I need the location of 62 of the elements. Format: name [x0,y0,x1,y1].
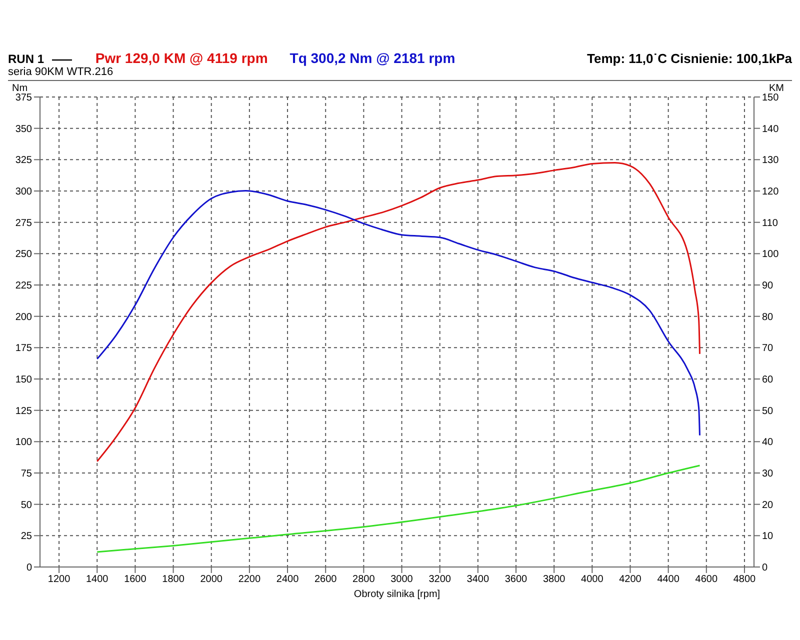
y2-tick-label: 10 [762,531,774,542]
x-tick-label: 1400 [86,574,109,586]
y-tick-label: 175 [15,343,32,354]
text: Pwr 129,0 KM @ 4119 rpm [95,50,268,66]
y-tick-label: 75 [20,468,32,480]
y2-tick-label: 90 [762,280,774,292]
y-tick-label: 100 [15,437,32,448]
y2-tick-label: 50 [762,406,774,417]
y-tick-label: 225 [15,280,32,292]
x-tick-label: 3000 [390,574,414,586]
y2-tick-label: 130 [762,155,780,166]
x-tick-label: 2600 [314,574,338,586]
chart-subtitle: seria 90KM WTR.216 [8,66,792,81]
y-tick-label: 200 [15,312,32,323]
y2-tick-label: 150 [762,92,780,104]
y-tick-label: 325 [15,155,32,166]
y2-tick-label: 0 [762,562,768,574]
y2-tick-label: 70 [762,343,774,354]
x-tick-label: 4000 [581,574,604,586]
y2-tick-label: 80 [762,312,774,323]
x-tick-label: 1600 [124,574,147,586]
x-tick-label: 1200 [48,574,71,586]
x-tick-label: 3400 [466,574,490,586]
x-tick-label: 2400 [276,574,300,586]
x-tick-label: 4800 [733,574,756,586]
y-tick-label: 125 [15,406,32,417]
x-tick-label: 1800 [162,574,185,586]
x-tick-label: 4600 [695,574,718,586]
y-tick-label: 150 [15,374,32,386]
text: Temp: 11,0˙C Cisnienie: 100,1kPa [587,51,792,66]
y2-tick-label: 40 [762,437,774,448]
y-tick-label: 25 [20,531,32,542]
y2-tick-label: 140 [762,124,780,135]
line-series [96,190,700,436]
y2-tick-label: 110 [762,218,778,229]
x-tick-label: 2200 [238,574,261,586]
legend-title: RUN 1 [8,52,46,66]
y-tick-label: 275 [15,218,32,229]
x-tick-label: 2800 [352,574,376,586]
y2-tick-label: 30 [762,468,774,480]
y2-axis-title: KM [769,83,784,94]
y-axis-title: Nm [12,83,28,94]
x-tick-label: 3800 [542,574,566,586]
y2-tick-label: 60 [762,374,774,386]
y-tick-label: 300 [15,186,32,198]
line-series [96,464,700,553]
y-tick-label: 250 [15,249,32,260]
x-tick-label: 3200 [428,574,452,586]
x-tick-label: 4400 [657,574,680,586]
y2-tick-label: 120 [762,186,780,198]
y2-tick-label: 20 [762,500,774,511]
y-tick-label: 0 [26,562,32,574]
text: Tq 300,2 Nm @ 2181 rpm [290,50,456,66]
y-tick-label: 350 [15,124,32,135]
x-axis-title: Obroty silnika [rpm] [354,589,440,600]
x-tick-label: 2000 [200,574,223,586]
x-tick-label: 3600 [504,574,528,586]
line-series [96,162,700,462]
y2-tick-label: 100 [762,249,780,260]
y-tick-label: 50 [20,500,32,511]
x-tick-label: 4200 [619,574,642,586]
y-tick-label: 375 [15,92,32,104]
